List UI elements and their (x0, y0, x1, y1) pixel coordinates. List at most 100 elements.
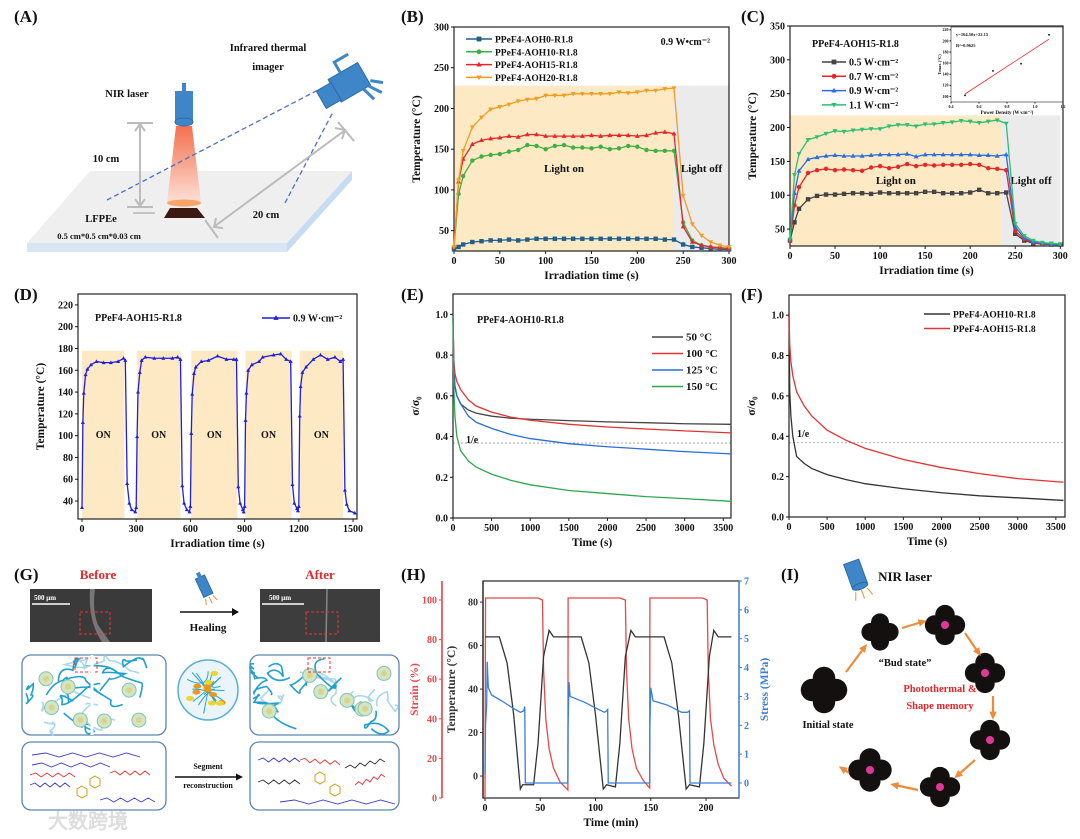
lignin-particle (186, 695, 195, 701)
marker-square (699, 245, 704, 250)
shaded-region-label: Light off (681, 163, 723, 175)
marker-triangle (488, 135, 494, 141)
panel-a-setup-diagram: Infrared thermal imager NIR laser 10 cm … (27, 43, 384, 252)
y-axis-label: Temperature (°C) (35, 363, 47, 450)
marker-circle (525, 142, 530, 148)
marker-triangle (318, 352, 323, 357)
marker-triangle (332, 355, 337, 359)
marker-triangle (143, 355, 148, 359)
marker-circle (823, 166, 829, 172)
marker-triangle (534, 131, 539, 137)
x-tick-label: 0 (451, 523, 456, 534)
shaded-region-label: Light off (1010, 175, 1052, 187)
marker-circle (580, 145, 585, 150)
flower-bud (861, 613, 899, 651)
y-tick-label: 120 (943, 83, 949, 88)
nir-laser-icon (843, 558, 874, 601)
marker-circle (543, 146, 548, 152)
flower-irradiated (969, 719, 1011, 761)
y-tick-label: 220 (58, 300, 73, 311)
marker-inverted-triangle (469, 125, 475, 130)
legend-item: 0.7 W·cm⁻² (822, 72, 898, 83)
crack (89, 589, 110, 642)
y-axis-label: σ/σ₀ (746, 396, 758, 416)
y-tick-label: 200 (58, 322, 73, 333)
marker-square (859, 191, 865, 196)
y-tick-label: 4 (744, 663, 749, 674)
marker-square (814, 193, 820, 199)
marker-square (1004, 190, 1009, 195)
y-tick-label: 50 (775, 225, 785, 236)
marker-inverted-triangle (1057, 242, 1063, 247)
marker-triangle (161, 356, 166, 360)
marker-circle (561, 142, 567, 148)
chart-d: ON ON ON ON ON 0 300 600 900 1200 1500 Irradiation … (35, 293, 363, 550)
lignin-ring (76, 785, 88, 799)
marker-triangle (616, 132, 622, 138)
marker-triangle (188, 504, 193, 508)
marker-circle (913, 163, 919, 169)
marker-circle (958, 162, 964, 167)
legend: PPeF4-AOH10-R1.8 PPeF4-AOH15-R1.8 (924, 311, 1036, 335)
marker-circle (476, 49, 482, 55)
data-point (964, 94, 966, 97)
x-tick-label: 2500 (970, 522, 990, 533)
plot-frame (950, 26, 1064, 103)
marker-circle (922, 162, 928, 167)
healed-seam (325, 588, 328, 643)
marker-triangle (561, 133, 567, 138)
legend-label: PPeF4-AOH10-R1.8 (495, 48, 578, 58)
orange-arrow (901, 620, 923, 630)
legend-item: PPeF4-AOH15-R1.8 (924, 325, 1036, 335)
y-tick-label: 0.8 (436, 351, 449, 362)
series-100-c (452, 314, 732, 434)
marker-inverted-triangle (792, 173, 797, 178)
marker-triangle (325, 357, 330, 361)
marker-circle (470, 158, 475, 163)
marker-circle (570, 145, 576, 150)
annotation: PPeF4-AOH15-R1.8 (812, 39, 899, 50)
panel-label-d: (D) (14, 285, 38, 304)
shaded-region (790, 115, 1002, 246)
x-tick-label: 0.6 (977, 104, 982, 109)
marker-square (792, 220, 797, 225)
x-axis-label: Time (min) (583, 817, 638, 829)
legend-item: 100 °C (652, 348, 718, 360)
x-tick-label: 600 (183, 524, 198, 535)
y-tick-label: 0.8 (772, 351, 785, 362)
marker-inverted-triangle (805, 137, 811, 143)
series-125-c (452, 314, 732, 455)
marker-inverted-triangle (680, 193, 686, 199)
marker-triangle (823, 153, 829, 158)
marker-inverted-triangle (506, 102, 512, 108)
y-tick-label: 200 (770, 123, 785, 134)
marker-circle (967, 161, 973, 167)
marker-circle (589, 146, 594, 151)
x-tick-label: 300 (1053, 251, 1068, 262)
marker-triangle (139, 358, 144, 362)
marker-inverted-triangle (479, 115, 484, 121)
laser-beam (167, 126, 201, 203)
marker-circle (1004, 167, 1009, 173)
lignin-ring (329, 783, 341, 797)
marker-triangle (985, 152, 991, 158)
marker-inverted-triangle (644, 88, 649, 94)
marker-triangle (127, 501, 132, 505)
marker-triangle (552, 133, 558, 138)
marker-square (967, 190, 973, 195)
panel-label-f: (F) (741, 285, 763, 304)
marker-triangle (187, 509, 192, 514)
chain-segment (31, 752, 141, 758)
marker-triangle (238, 501, 243, 505)
panel-label-h: (H) (401, 565, 426, 584)
legend: PPeF4-AOH0-R1.8 PPeF4-AOH10-R1.8 PPeF4-AOH… (466, 36, 578, 84)
x-tick-label: 3000 (1008, 522, 1028, 533)
marker-square (922, 189, 928, 195)
scale-label: 500 μm (34, 594, 56, 602)
marker-triangle (922, 151, 928, 157)
y-tick-label: 0.6 (772, 391, 785, 402)
legend-item: 1.1 W·cm⁻² (822, 100, 898, 111)
sample-size-label: 0.5 cm*0.5 cm*0.03 cm (57, 231, 141, 241)
marker-inverted-triangle (497, 105, 503, 110)
